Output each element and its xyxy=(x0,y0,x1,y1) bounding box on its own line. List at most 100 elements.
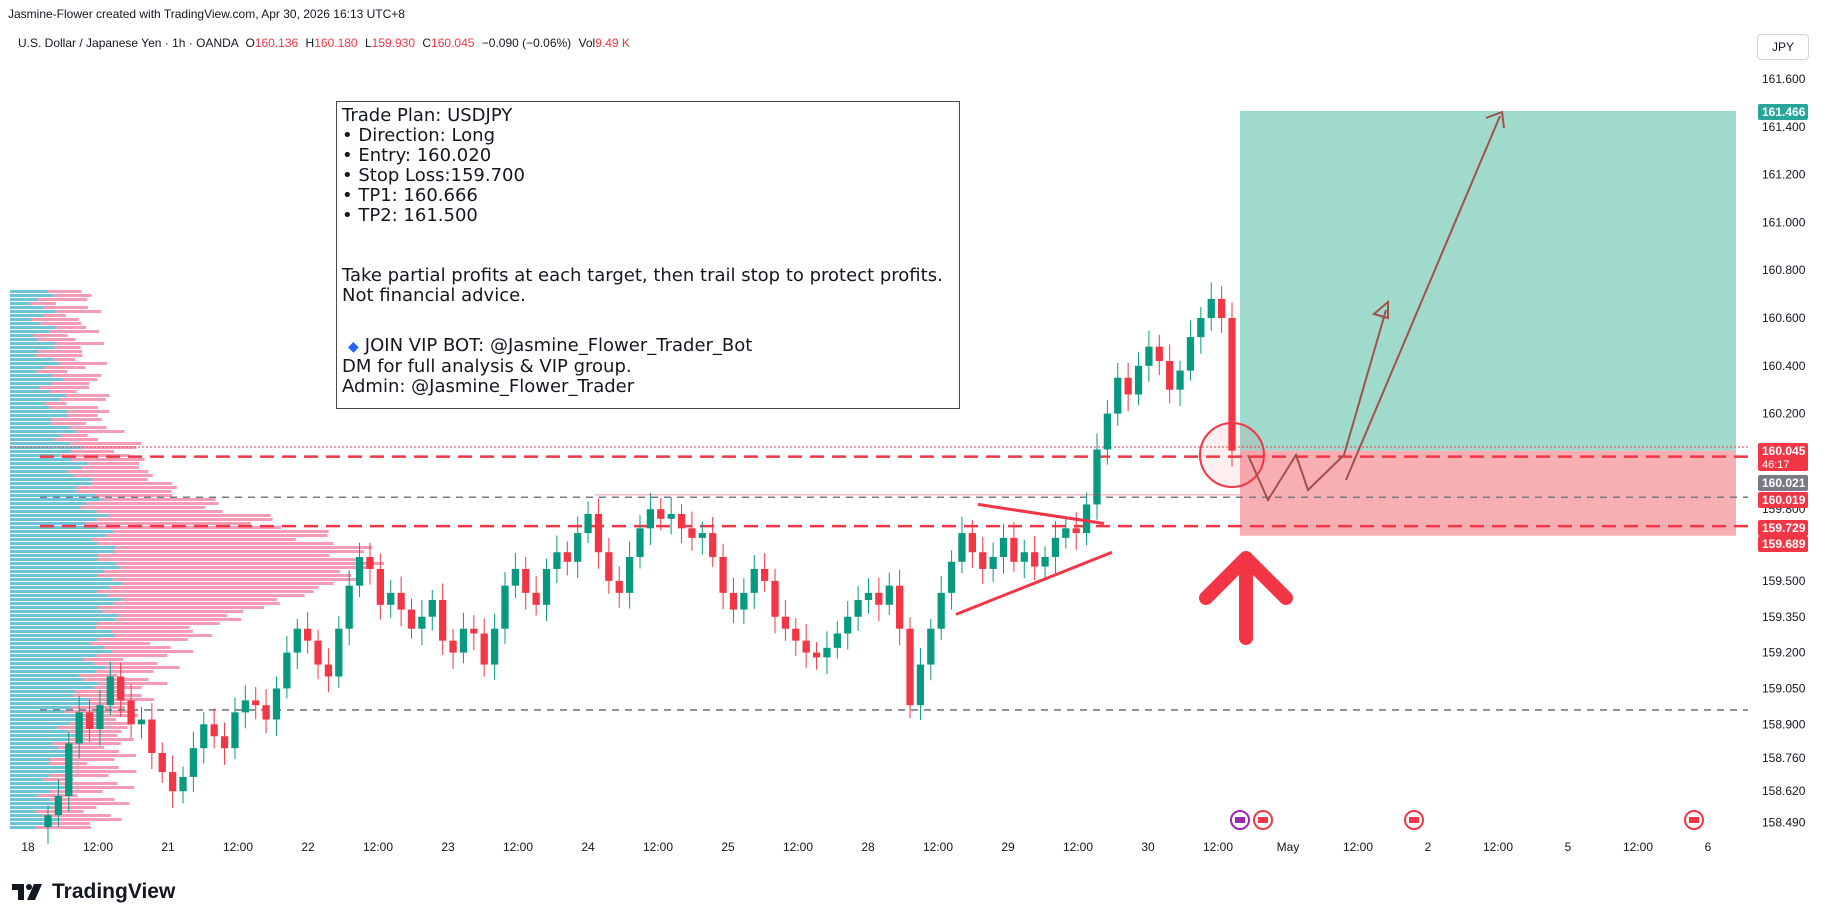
volume-bar-buy xyxy=(10,766,66,769)
volume-bar-sell xyxy=(10,710,135,713)
volume-bar-sell xyxy=(10,802,130,805)
volume-bar-sell xyxy=(10,534,328,537)
volume-profile xyxy=(10,290,384,829)
candle-body xyxy=(54,796,63,816)
volume-bar-sell xyxy=(10,814,111,817)
volume-bar-sell xyxy=(10,622,220,625)
y-tick-label: 160.200 xyxy=(1762,407,1806,421)
candle-body xyxy=(407,609,416,629)
volume-bar-buy xyxy=(10,346,55,349)
price-label-text: 159.729 xyxy=(1762,521,1806,535)
volume-bar-buy xyxy=(10,290,48,293)
tradingview-logo[interactable]: TradingView xyxy=(12,880,175,904)
candle-body xyxy=(605,552,613,581)
volume-bar-sell xyxy=(10,782,118,785)
x-tick-label: 28 xyxy=(861,840,875,854)
volume-bar-buy xyxy=(10,826,37,829)
volume-bar-buy xyxy=(10,770,67,773)
volume-bar-buy xyxy=(10,378,63,381)
candle-body xyxy=(979,552,987,569)
candle-body xyxy=(875,592,883,605)
volume-bar-sell xyxy=(10,774,109,777)
volume-bar-buy xyxy=(10,662,94,665)
volume-bar-sell xyxy=(10,598,278,601)
volume-bar-buy xyxy=(10,574,98,577)
candle-body xyxy=(75,712,83,744)
candle-body xyxy=(854,600,862,617)
candle-body xyxy=(688,528,696,538)
x-tick-label: 23 xyxy=(441,840,455,854)
x-tick-label: 12:00 xyxy=(1343,840,1373,854)
volume-bar-buy xyxy=(10,786,65,789)
low-value: 159.930 xyxy=(371,36,416,50)
plan-dm: DM for full analysis & VIP group. xyxy=(342,356,632,377)
candle-body xyxy=(636,528,644,557)
candle-body xyxy=(574,533,582,562)
currency-button[interactable]: JPY xyxy=(1757,34,1809,60)
volume-bar-buy xyxy=(10,614,119,617)
candle-body xyxy=(137,719,146,725)
volume-bar-buy xyxy=(10,734,80,737)
candle-body xyxy=(677,513,686,529)
volume-bar-sell xyxy=(10,518,273,521)
volume-bar-buy xyxy=(10,562,116,565)
symbol-title[interactable]: U.S. Dollar / Japanese Yen · 1h · OANDA xyxy=(18,36,239,50)
volume-bar-buy xyxy=(10,634,115,637)
price-label-text: 160.045 xyxy=(1762,444,1806,458)
volume-bar-buy xyxy=(10,514,108,517)
volume-bar-sell xyxy=(10,474,153,477)
volume-bar-buy xyxy=(10,370,37,373)
volume-bar-buy xyxy=(10,542,98,545)
candle-body xyxy=(200,724,208,749)
volume-bar-sell xyxy=(10,510,223,513)
x-tick-label: 30 xyxy=(1141,840,1155,854)
volume-bar-buy xyxy=(10,502,87,505)
price-label-text: 160.021 xyxy=(1762,476,1806,490)
volume-bar-sell xyxy=(10,554,330,557)
volume-bar-sell xyxy=(10,386,89,389)
y-tick-label: 158.900 xyxy=(1762,717,1806,731)
candle-body xyxy=(1082,504,1091,534)
volume-bar-buy xyxy=(10,494,95,497)
candle-body xyxy=(1145,346,1153,366)
event-flag-icon xyxy=(1258,817,1268,823)
candle-body xyxy=(272,688,281,720)
volume-bar-sell xyxy=(10,582,334,585)
volume-bar-sell xyxy=(10,526,282,529)
volume-bar-buy xyxy=(10,310,55,313)
volume-bar-buy xyxy=(10,582,123,585)
volume-bar-buy xyxy=(10,438,55,441)
volume-bar-sell xyxy=(10,770,137,773)
volume-bar-buy xyxy=(10,730,68,733)
volume-bar-buy xyxy=(10,790,50,793)
plan-admin: Admin: @Jasmine_Flower_Trader xyxy=(342,376,635,397)
volume-bar-sell xyxy=(10,558,360,561)
volume-bar-buy xyxy=(10,446,82,449)
volume-bar-buy xyxy=(10,646,104,649)
x-tick-label: 22 xyxy=(301,840,315,854)
symbol-header: U.S. Dollar / Japanese Yen · 1h · OANDA … xyxy=(18,36,630,50)
volume-bar-buy xyxy=(10,478,92,481)
volume-bar-sell xyxy=(10,626,190,629)
volume-bar-buy xyxy=(10,758,51,761)
candle-body xyxy=(168,772,177,792)
volume-bar-buy xyxy=(10,670,96,673)
candle-body xyxy=(262,705,270,720)
candle-body xyxy=(1103,413,1112,450)
volume-bar-sell xyxy=(10,322,82,325)
volume-bar-buy xyxy=(10,426,69,429)
volume-bar-sell xyxy=(10,550,365,553)
stop-zone xyxy=(1240,450,1736,536)
plan-title: Trade Plan: USDJPY xyxy=(342,105,513,126)
candle-body xyxy=(927,628,935,665)
volume-bar-buy xyxy=(10,302,30,305)
volume-bar-buy xyxy=(10,638,98,641)
trade-plan-box[interactable]: Trade Plan: USDJPY • Direction: Long • E… xyxy=(336,101,960,409)
candle-body xyxy=(667,513,675,519)
candle-body xyxy=(1197,318,1205,338)
event-flag-icon xyxy=(1409,817,1419,823)
volume-bar-buy xyxy=(10,402,45,405)
volume-bar-buy xyxy=(10,754,68,757)
candle-body xyxy=(750,568,758,593)
